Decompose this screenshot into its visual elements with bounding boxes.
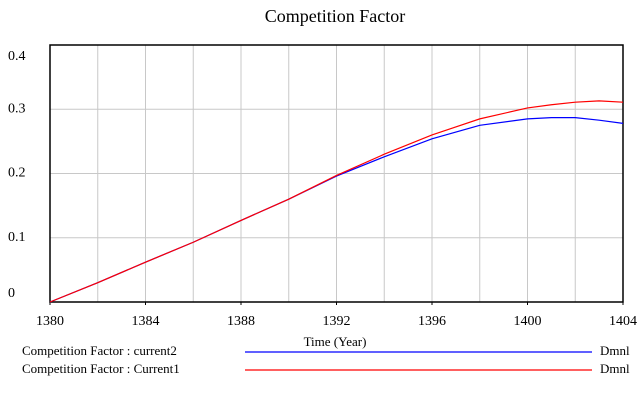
x-tick-label: 1396 [418, 314, 446, 329]
y-tick-label: 0.1 [8, 230, 26, 245]
x-tick-label: 1380 [36, 314, 64, 329]
x-axis-label: Time (Year) [304, 334, 367, 349]
chart-title: Competition Factor [265, 6, 405, 26]
legend-label: Competition Factor : Current1 [22, 361, 180, 376]
y-tick-label: 0.2 [8, 166, 26, 181]
x-tick-label: 1400 [514, 314, 542, 329]
legend-unit: Dmnl [600, 361, 630, 376]
y-tick-label: 0.4 [8, 49, 26, 64]
x-tick-label: 1384 [132, 314, 160, 329]
x-tick-label: 1392 [323, 314, 351, 329]
plot-frame [49, 44, 624, 303]
y-tick-label: 0 [8, 286, 15, 301]
x-tick-label: 1404 [609, 314, 637, 329]
legend-label: Competition Factor : current2 [22, 343, 177, 358]
y-tick-label: 0.3 [8, 101, 26, 116]
legend-unit: Dmnl [600, 343, 630, 358]
x-tick-label: 1388 [227, 314, 255, 329]
series-line [49, 100, 624, 303]
